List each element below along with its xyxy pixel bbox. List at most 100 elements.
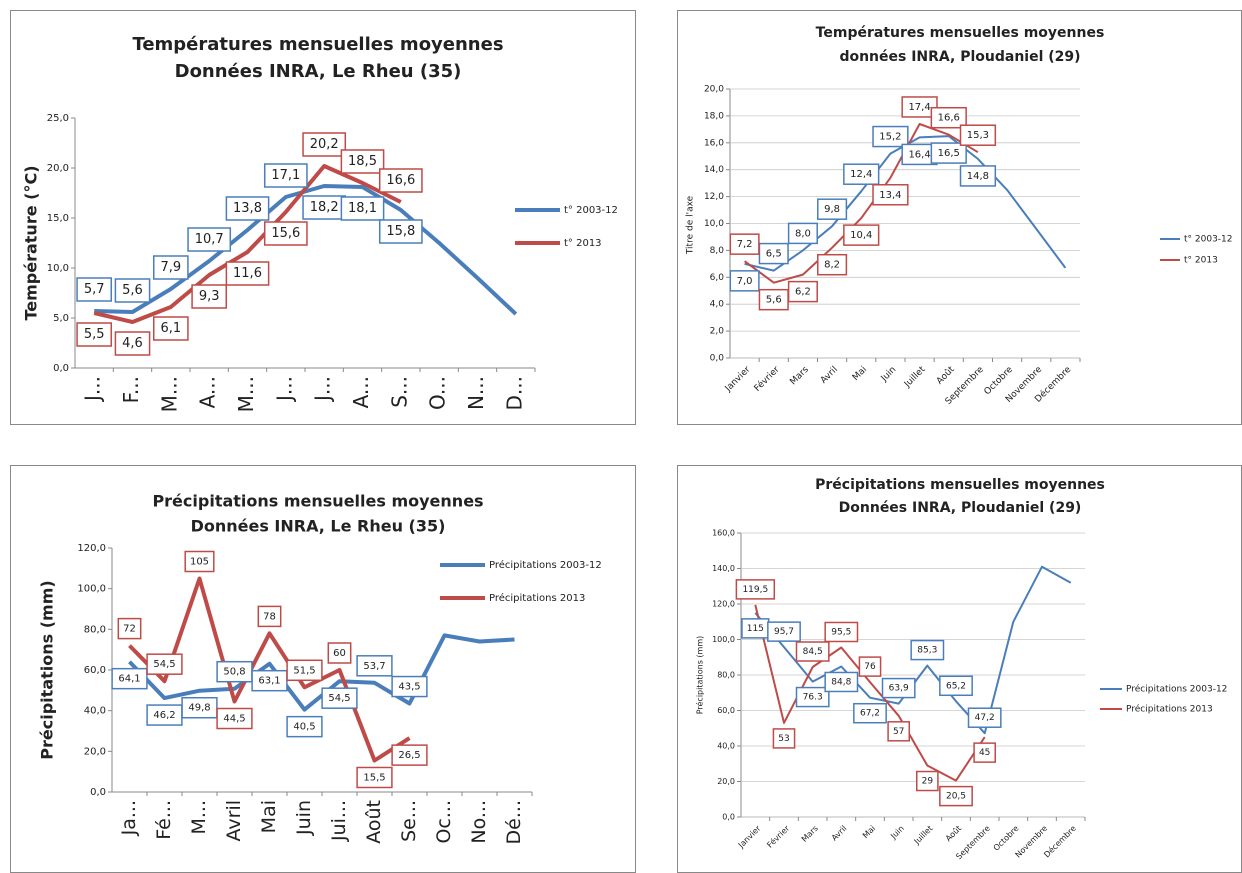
data-label-box [729,233,760,255]
chart-title: Températures mensuelles moyennes [816,25,1105,41]
x-tick-label: S... [387,376,411,408]
data-label: 18,5 [348,154,377,169]
data-label: 5,6 [122,283,143,298]
y-tick-label: 12,0 [704,192,724,202]
data-label: 10,7 [195,232,224,247]
data-label-box [824,671,859,693]
data-label-box [939,785,973,807]
data-label-box [959,165,997,187]
y-tick-label: 100,0 [712,635,735,644]
data-label-box [340,196,385,221]
data-label-box [872,184,909,206]
data-label-box [216,707,253,730]
data-label: 115 [747,624,764,634]
x-tick-label: No... [468,800,490,844]
chart-title: Précipitations mensuelles moyennes [815,477,1105,493]
legend-label: t° 2003-12 [1184,235,1233,245]
x-tick-label: M... [157,376,181,412]
data-label: 54,5 [153,659,175,670]
y-tick-label: 140,0 [712,564,735,573]
series-line [93,164,402,324]
y-tick-label: 80,0 [717,671,735,680]
y-tick-label: 120,0 [712,600,735,609]
data-label: 65,2 [946,681,966,691]
data-label: 5,6 [766,295,782,306]
data-label-box [858,656,882,677]
data-label-box [356,655,393,677]
y-tick-label: 8,0 [710,246,725,256]
data-label: 5,5 [84,327,105,342]
y-tick-label: 120,0 [77,543,106,554]
data-label-box [817,253,848,276]
x-tick-label: Mai [258,800,280,833]
data-label: 53,7 [363,661,385,672]
data-label-box [787,222,818,245]
data-label: 51,5 [293,665,315,676]
data-label-box [152,255,189,280]
data-label: 8,0 [795,228,811,239]
chart-panel: Précipitations mensuelles moyennes Donnée… [677,465,1242,873]
y-axis-label: Précipitations (mm) [38,580,57,759]
y-tick-label: 20,0 [84,746,106,757]
data-label: 85,3 [917,646,937,656]
data-label: 15,5 [363,772,385,783]
data-label: 78 [263,611,276,622]
data-label: 54,5 [328,693,350,704]
data-label: 18,2 [310,200,339,215]
data-label: 6,1 [160,321,181,336]
data-label: 76.3 [803,693,823,703]
y-tick-label: 16,0 [704,138,724,148]
data-label: 15,2 [879,132,901,143]
data-label-box [735,579,776,600]
data-label: 10,4 [850,230,872,241]
data-label: 44,5 [223,714,245,725]
data-label-box [391,675,428,698]
data-label: 17,1 [271,168,300,183]
data-label-box [391,744,428,766]
data-label: 18,1 [348,201,377,216]
y-tick-label: 2,0 [710,327,725,337]
data-label-box [817,198,848,220]
data-label: 6,5 [766,249,782,260]
y-tick-label: 25,0 [47,113,69,124]
data-label: 7,9 [160,260,181,275]
data-label-box [327,642,352,664]
data-label-box [187,227,232,252]
x-tick-label: Jui... [328,800,350,842]
data-label: 15,8 [386,224,415,239]
data-label-box [853,702,887,724]
data-label: 95,7 [774,627,794,637]
y-tick-label: 100,0 [77,584,106,595]
x-tick-label: O... [426,376,450,410]
data-label: 63,1 [258,676,280,687]
data-label: 12,4 [850,169,872,180]
y-tick-label: 0,0 [90,787,106,798]
legend-label: Précipitations 2013 [489,592,585,604]
data-label: 50,8 [223,667,245,678]
x-tick-label: J... [81,376,105,403]
legend-label: Précipitations 2003-12 [1126,684,1227,695]
data-label-box [772,728,796,749]
data-label-box [146,653,183,675]
y-tick-label: 0,0 [722,813,735,822]
y-tick-label: 6,0 [710,273,725,283]
x-tick-label: F... [119,376,143,403]
data-label: 8,2 [824,260,840,271]
y-tick-label: 60,0 [717,706,735,715]
data-label-box [959,124,997,146]
data-label: 105 [190,557,209,568]
data-label-box [378,168,423,193]
data-label-box [340,149,385,174]
chart-panel: Températures mensuelles moyennes Données … [10,10,636,425]
data-label-box [111,667,148,690]
x-tick-label: M... [234,376,258,412]
y-tick-label: 10,0 [704,219,724,229]
y-tick-label: 15,0 [47,213,69,224]
data-label: 6,2 [795,287,811,298]
data-label: 46,2 [153,710,175,721]
data-label: 45 [979,748,990,758]
y-tick-label: 20,0 [717,777,735,786]
chart-subtitle: Données INRA, Le Rheu (35) [191,517,446,536]
data-label-box [843,163,880,185]
data-label-box [225,261,270,286]
